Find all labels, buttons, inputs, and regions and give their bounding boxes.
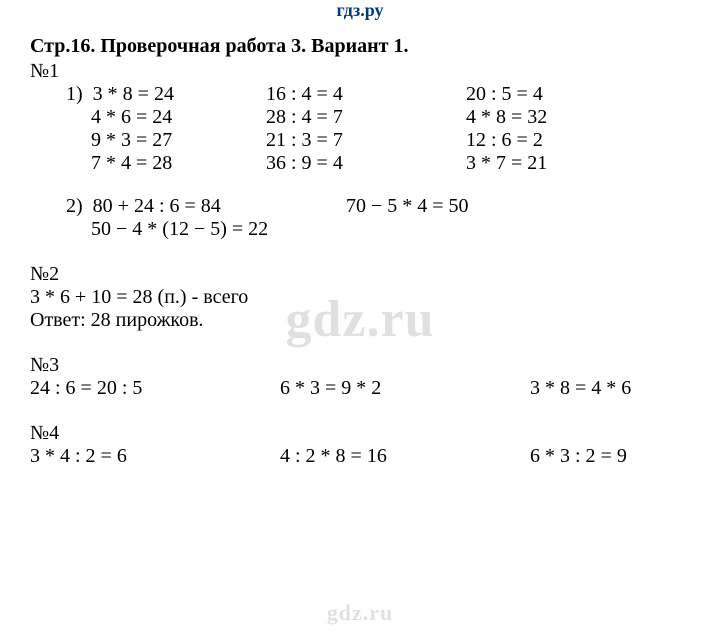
cell: 36 : 9 = 4 — [266, 152, 466, 175]
cell: 9 * 3 = 27 — [91, 129, 172, 151]
task4-label: №4 — [30, 422, 690, 445]
brand-top: гдз.ру — [0, 0, 720, 21]
cell: 50 − 4 * (12 − 5) = 22 — [91, 218, 268, 240]
task1-part2-marker: 2) — [66, 195, 83, 217]
cell: 4 : 2 * 8 = 16 — [280, 445, 530, 468]
cell: 16 : 4 = 4 — [266, 83, 466, 106]
task1-part2: 2) 80 + 24 : 6 = 84 70 − 5 * 4 = 50 50 −… — [30, 195, 690, 241]
cell: 80 + 24 : 6 = 84 — [93, 195, 221, 217]
cell: 28 : 4 = 7 — [266, 106, 466, 129]
task2-label: №2 — [30, 263, 690, 286]
cell: 3 * 8 = 24 — [93, 83, 174, 105]
cell: 7 * 4 = 28 — [91, 152, 172, 174]
cell: 20 : 5 = 4 — [466, 83, 666, 106]
cell: 4 * 8 = 32 — [466, 106, 666, 129]
task2-line2: Ответ: 28 пирожков. — [30, 309, 690, 332]
cell: 24 : 6 = 20 : 5 — [30, 377, 280, 400]
cell: 21 : 3 = 7 — [266, 129, 466, 152]
page-title: Стр.16. Проверочная работа 3. Вариант 1. — [30, 35, 690, 58]
task3-row: 24 : 6 = 20 : 5 6 * 3 = 9 * 2 3 * 8 = 4 … — [30, 377, 690, 400]
task1-part1-marker: 1) — [66, 83, 83, 105]
task3-label: №3 — [30, 354, 690, 377]
brand-bottom: gdz.ru — [0, 600, 720, 626]
task4-row: 3 * 4 : 2 = 6 4 : 2 * 8 = 16 6 * 3 : 2 =… — [30, 445, 690, 468]
task2-line1: 3 * 6 + 10 = 28 (п.) - всего — [30, 286, 690, 309]
cell: 6 * 3 = 9 * 2 — [280, 377, 530, 400]
task1-part1: 1) 3 * 8 = 24 16 : 4 = 4 20 : 5 = 4 4 * … — [30, 83, 690, 175]
cell: 3 * 8 = 4 * 6 — [530, 377, 720, 400]
task1-label: №1 — [30, 60, 690, 83]
cell: 3 * 7 = 21 — [466, 152, 666, 175]
cell: 6 * 3 : 2 = 9 — [530, 445, 720, 468]
cell — [346, 218, 596, 241]
page-content: Стр.16. Проверочная работа 3. Вариант 1.… — [0, 27, 720, 468]
cell: 12 : 6 = 2 — [466, 129, 666, 152]
cell: 70 − 5 * 4 = 50 — [346, 195, 596, 218]
cell: 3 * 4 : 2 = 6 — [30, 445, 280, 468]
cell: 4 * 6 = 24 — [91, 106, 172, 128]
